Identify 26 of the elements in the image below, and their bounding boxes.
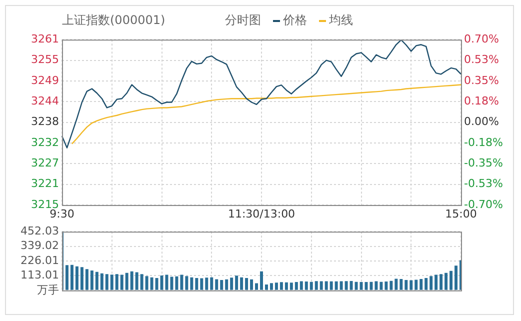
x-tick-label: 11:30/13:00 [228, 207, 296, 220]
legend-label: 价格 [283, 12, 307, 29]
y-tick-label: 万手 [37, 283, 59, 296]
y-tick-label: 3244 [31, 94, 59, 108]
y-tick-label: 226.01 [20, 254, 59, 267]
y2-tick-label: 0.18% [464, 94, 499, 108]
y-tick-label: 3249 [31, 74, 59, 87]
y2-tick-label: 0.00% [464, 115, 499, 128]
y2-tick-label: 0.53% [464, 53, 499, 66]
chart-title: 上证指数(000001) [62, 12, 166, 29]
y-tick-label: 3232 [31, 136, 59, 149]
y2-tick-label: -0.35% [464, 156, 503, 170]
legend-label: 均线 [329, 12, 353, 29]
y-tick-label: 3227 [31, 156, 59, 170]
y2-tick-label: -0.53% [464, 177, 503, 190]
y-tick-label: 3261 [31, 32, 59, 46]
y2-tick-label: -0.18% [464, 136, 503, 149]
y-tick-label: 3238 [31, 115, 59, 128]
y-tick-label: 3221 [31, 177, 59, 190]
chart-subtitle: 分时图 [225, 12, 261, 29]
y-tick-label: 113.01 [20, 268, 59, 282]
y2-tick-label: 0.70% [464, 32, 499, 46]
y2-tick-label: 0.35% [464, 74, 499, 87]
y-tick-label: 452.03 [20, 224, 59, 238]
y-tick-label: 3255 [31, 53, 59, 66]
y-tick-label: 339.02 [20, 239, 59, 252]
